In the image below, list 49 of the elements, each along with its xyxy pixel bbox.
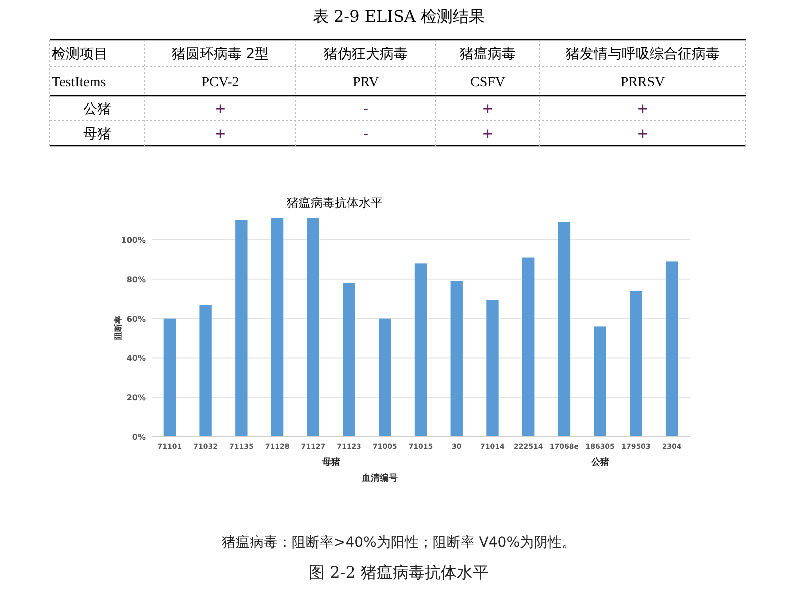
text: PRRSV	[620, 76, 666, 90]
text: TestItems	[52, 76, 106, 90]
category-label: 猪圆环病毒 2型	[172, 46, 270, 62]
text: +	[214, 102, 226, 118]
category-label: 检测项目	[52, 46, 108, 62]
bar	[666, 262, 678, 437]
chart-title: 猪瘟病毒抗体水平	[287, 196, 383, 210]
text: +	[637, 102, 649, 118]
bar	[164, 318, 176, 437]
bar	[200, 305, 212, 437]
category-label: 猪伪狂犬病毒	[324, 46, 408, 62]
bar	[379, 318, 392, 437]
text: 表 2-9 ELISA 检测结果	[312, 7, 486, 26]
text: PCV-2	[202, 76, 240, 90]
bar	[630, 291, 642, 437]
caption: 图 2-2 猪瘟病毒抗体水平	[309, 563, 489, 582]
bar	[236, 220, 248, 437]
bar	[486, 300, 499, 437]
text: -	[363, 102, 369, 118]
text: 公猪	[590, 457, 610, 468]
category-label: 猪发情与呼吸综合征病毒	[566, 46, 720, 62]
text: -	[363, 126, 369, 142]
text: +	[214, 126, 226, 142]
text: +	[482, 126, 494, 142]
text: CSFV	[470, 76, 506, 90]
text: 猪瘟病毒：阻断率>40%为阳性；阻断率 V40%为阴性。	[222, 535, 576, 551]
bar	[343, 283, 356, 437]
bar	[307, 218, 320, 437]
x-axis-title: 血清编号	[361, 473, 398, 484]
text: 母猪	[321, 457, 340, 468]
bar	[450, 281, 463, 437]
bar	[558, 222, 571, 437]
bar	[522, 258, 535, 437]
text: +	[637, 126, 649, 142]
y-tick-label: 100%	[121, 236, 146, 246]
bar	[414, 264, 428, 437]
text: 公猪	[84, 102, 112, 118]
y-tick-label: 60%	[126, 314, 146, 324]
y-tick-label: 80%	[126, 275, 146, 284]
y-axis-title: 阻断率	[113, 316, 123, 340]
y-tick-label: 0%	[132, 433, 146, 442]
text: 母猪	[84, 126, 112, 142]
bar	[594, 326, 606, 437]
bar	[271, 218, 284, 437]
category-label: 猪瘟病毒	[460, 46, 516, 62]
y-tick-label: 40%	[126, 354, 146, 364]
y-tick-label: 20%	[126, 394, 146, 403]
text: PRV	[352, 76, 380, 90]
text: +	[482, 102, 494, 118]
